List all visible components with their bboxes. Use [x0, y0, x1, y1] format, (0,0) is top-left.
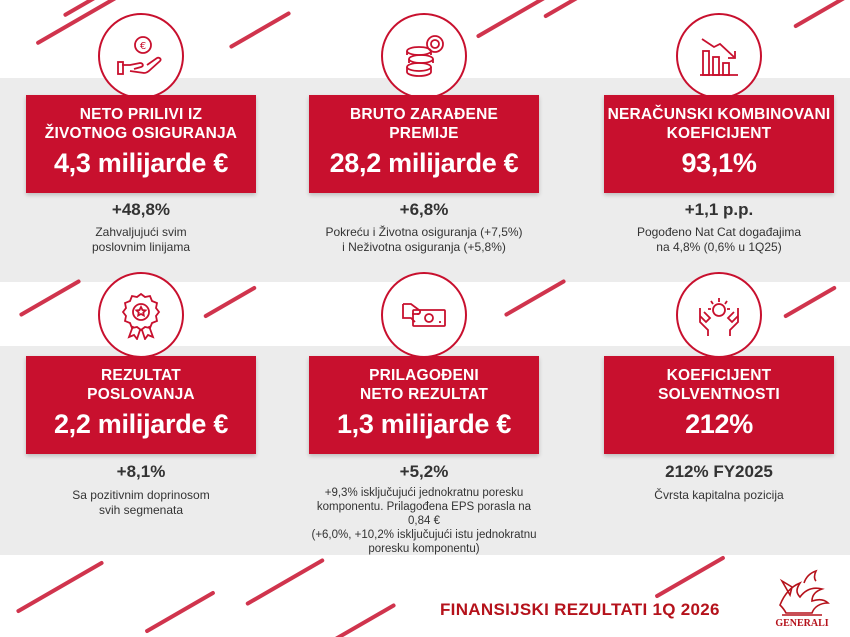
- decorative-stroke: [228, 10, 292, 50]
- kpi-value: 2,2 milijarde €: [53, 409, 229, 439]
- kpi-value: 93,1%: [681, 148, 757, 178]
- kpi-title-line: REZULTAT: [101, 367, 181, 384]
- chart-down-icon: [700, 38, 738, 76]
- coins-stack-icon: [406, 35, 444, 77]
- kpi-title-line: ŽIVOTNOG OSIGURANJA: [44, 125, 238, 142]
- kpi-title-line: BRUTO ZARAĐENE: [349, 106, 499, 123]
- kpi-note-line: Sa pozitivnim doprinosom: [72, 488, 210, 502]
- kpi-title-line: NETO PRILIVI IZ: [79, 106, 203, 123]
- kpi-title-line: PRILAGOĐENI: [369, 367, 479, 384]
- kpi-title-line: PREMIJE: [389, 125, 459, 142]
- kpi-note: +9,3% isključujući jednokratnu poresku k…: [309, 486, 539, 556]
- decorative-stroke: [15, 560, 105, 614]
- kpi-box: REZULTAT POSLOVANJA 2,2 milijarde €: [26, 356, 256, 454]
- kpi-title: REZULTAT POSLOVANJA: [26, 366, 256, 404]
- kpi-note-line: i Neživotna osiguranja (+5,8%): [342, 240, 506, 254]
- kpi-note-line: svih segmenata: [98, 503, 184, 517]
- kpi-box: BRUTO ZARAĐENE PREMIJE 28,2 milijarde €: [309, 95, 539, 193]
- kpi-change: +48,8%: [111, 200, 171, 219]
- kpi-title-line: POSLOVANJA: [87, 386, 195, 403]
- icon-circle: [676, 272, 762, 358]
- kpi-note: Čvrsta kapitalna pozicija: [604, 488, 834, 503]
- award-badge-icon: [121, 292, 161, 340]
- kpi-title-line: NETO REZULTAT: [359, 386, 489, 403]
- kpi-change: +5,2%: [399, 462, 449, 481]
- kpi-title: NETO PRILIVI IZ ŽIVOTNOG OSIGURANJA: [26, 105, 256, 143]
- kpi-change: +8,1%: [116, 462, 166, 481]
- kpi-title: NERAČUNSKI KOMBINOVANI KOEFICIJENT: [604, 105, 834, 143]
- generali-logo: GENERALI: [775, 569, 830, 629]
- decorative-stroke: [793, 0, 847, 29]
- kpi-value: 28,2 milijarde €: [329, 148, 519, 178]
- kpi-change: 212% FY2025: [665, 462, 773, 481]
- decorative-stroke: [333, 602, 397, 637]
- kpi-title-line: KOEFICIJENT: [666, 367, 772, 384]
- kpi-box: PRILAGOĐENI NETO REZULTAT 1,3 milijarde …: [309, 356, 539, 454]
- hand-euro-icon: €: [117, 36, 162, 75]
- decorative-stroke: [144, 590, 216, 634]
- kpi-note-line: komponentu. Prilagođena EPS porasla na 0…: [316, 501, 532, 527]
- decorative-stroke: [475, 0, 565, 39]
- decorative-stroke: [654, 555, 726, 599]
- kpi-box: KOEFICIJENT SOLVENTNOSTI 212%: [604, 356, 834, 454]
- icon-circle: [98, 272, 184, 358]
- kpi-note: Pokreću i Životna osiguranja (+7,5%) i N…: [309, 225, 539, 255]
- decorative-stroke: [245, 557, 325, 607]
- kpi-note: Pogođeno Nat Cat događajima na 4,8% (0,6…: [604, 225, 834, 255]
- kpi-title: KOEFICIJENT SOLVENTNOSTI: [604, 366, 834, 404]
- kpi-title: BRUTO ZARAĐENE PREMIJE: [309, 105, 539, 143]
- kpi-title: PRILAGOĐENI NETO REZULTAT: [309, 366, 539, 404]
- icon-circle: [676, 13, 762, 99]
- kpi-note-line: poresku komponentu): [368, 543, 480, 555]
- kpi-change: +6,8%: [399, 200, 449, 219]
- icon-circle: [381, 272, 467, 358]
- kpi-box: NETO PRILIVI IZ ŽIVOTNOG OSIGURANJA 4,3 …: [26, 95, 256, 193]
- kpi-note-line: Zahvaljujući svim: [95, 225, 187, 239]
- hand-banknote-icon: [402, 303, 446, 327]
- kpi-note: Zahvaljujući svim poslovnim linijama: [26, 225, 256, 255]
- kpi-title-line: NERAČUNSKI KOMBINOVANI: [607, 106, 831, 123]
- kpi-note-line: (+6,0%, +10,2% isključujući istu jednokr…: [311, 529, 537, 541]
- kpi-note-line: +9,3% isključujući jednokratnu poresku: [324, 487, 524, 499]
- icon-circle: [381, 13, 467, 99]
- svg-text:€: €: [140, 41, 146, 52]
- decorative-stroke: [543, 0, 597, 19]
- kpi-change: +1,1 p.p.: [684, 200, 754, 219]
- kpi-value: 212%: [685, 409, 753, 439]
- decorative-stroke: [203, 285, 257, 319]
- kpi-note-line: poslovnim linijama: [91, 240, 191, 254]
- logo-text: GENERALI: [775, 618, 828, 629]
- kpi-title-line: KOEFICIJENT: [666, 125, 772, 142]
- kpi-value: 4,3 milijarde €: [53, 148, 229, 178]
- kpi-note-line: Pokreću i Životna osiguranja (+7,5%): [325, 225, 523, 239]
- footer-title: FINANSIJSKI REZULTATI 1Q 2026: [440, 600, 720, 619]
- decorative-stroke: [503, 278, 567, 318]
- kpi-note-line: Čvrsta kapitalna pozicija: [654, 488, 784, 502]
- kpi-note: Sa pozitivnim doprinosom svih segmenata: [26, 488, 256, 518]
- kpi-box: NERAČUNSKI KOMBINOVANI KOEFICIJENT 93,1%: [604, 95, 834, 193]
- kpi-note-line: na 4,8% (0,6% u 1Q25): [656, 240, 782, 254]
- hands-light-icon: [699, 298, 739, 336]
- kpi-title-line: SOLVENTNOSTI: [658, 386, 780, 403]
- kpi-note-line: Pogođeno Nat Cat događajima: [636, 225, 802, 239]
- decorative-stroke: [783, 285, 837, 319]
- icon-circle: €: [98, 13, 184, 99]
- kpi-value: 1,3 milijarde €: [336, 409, 512, 439]
- decorative-stroke: [18, 278, 82, 318]
